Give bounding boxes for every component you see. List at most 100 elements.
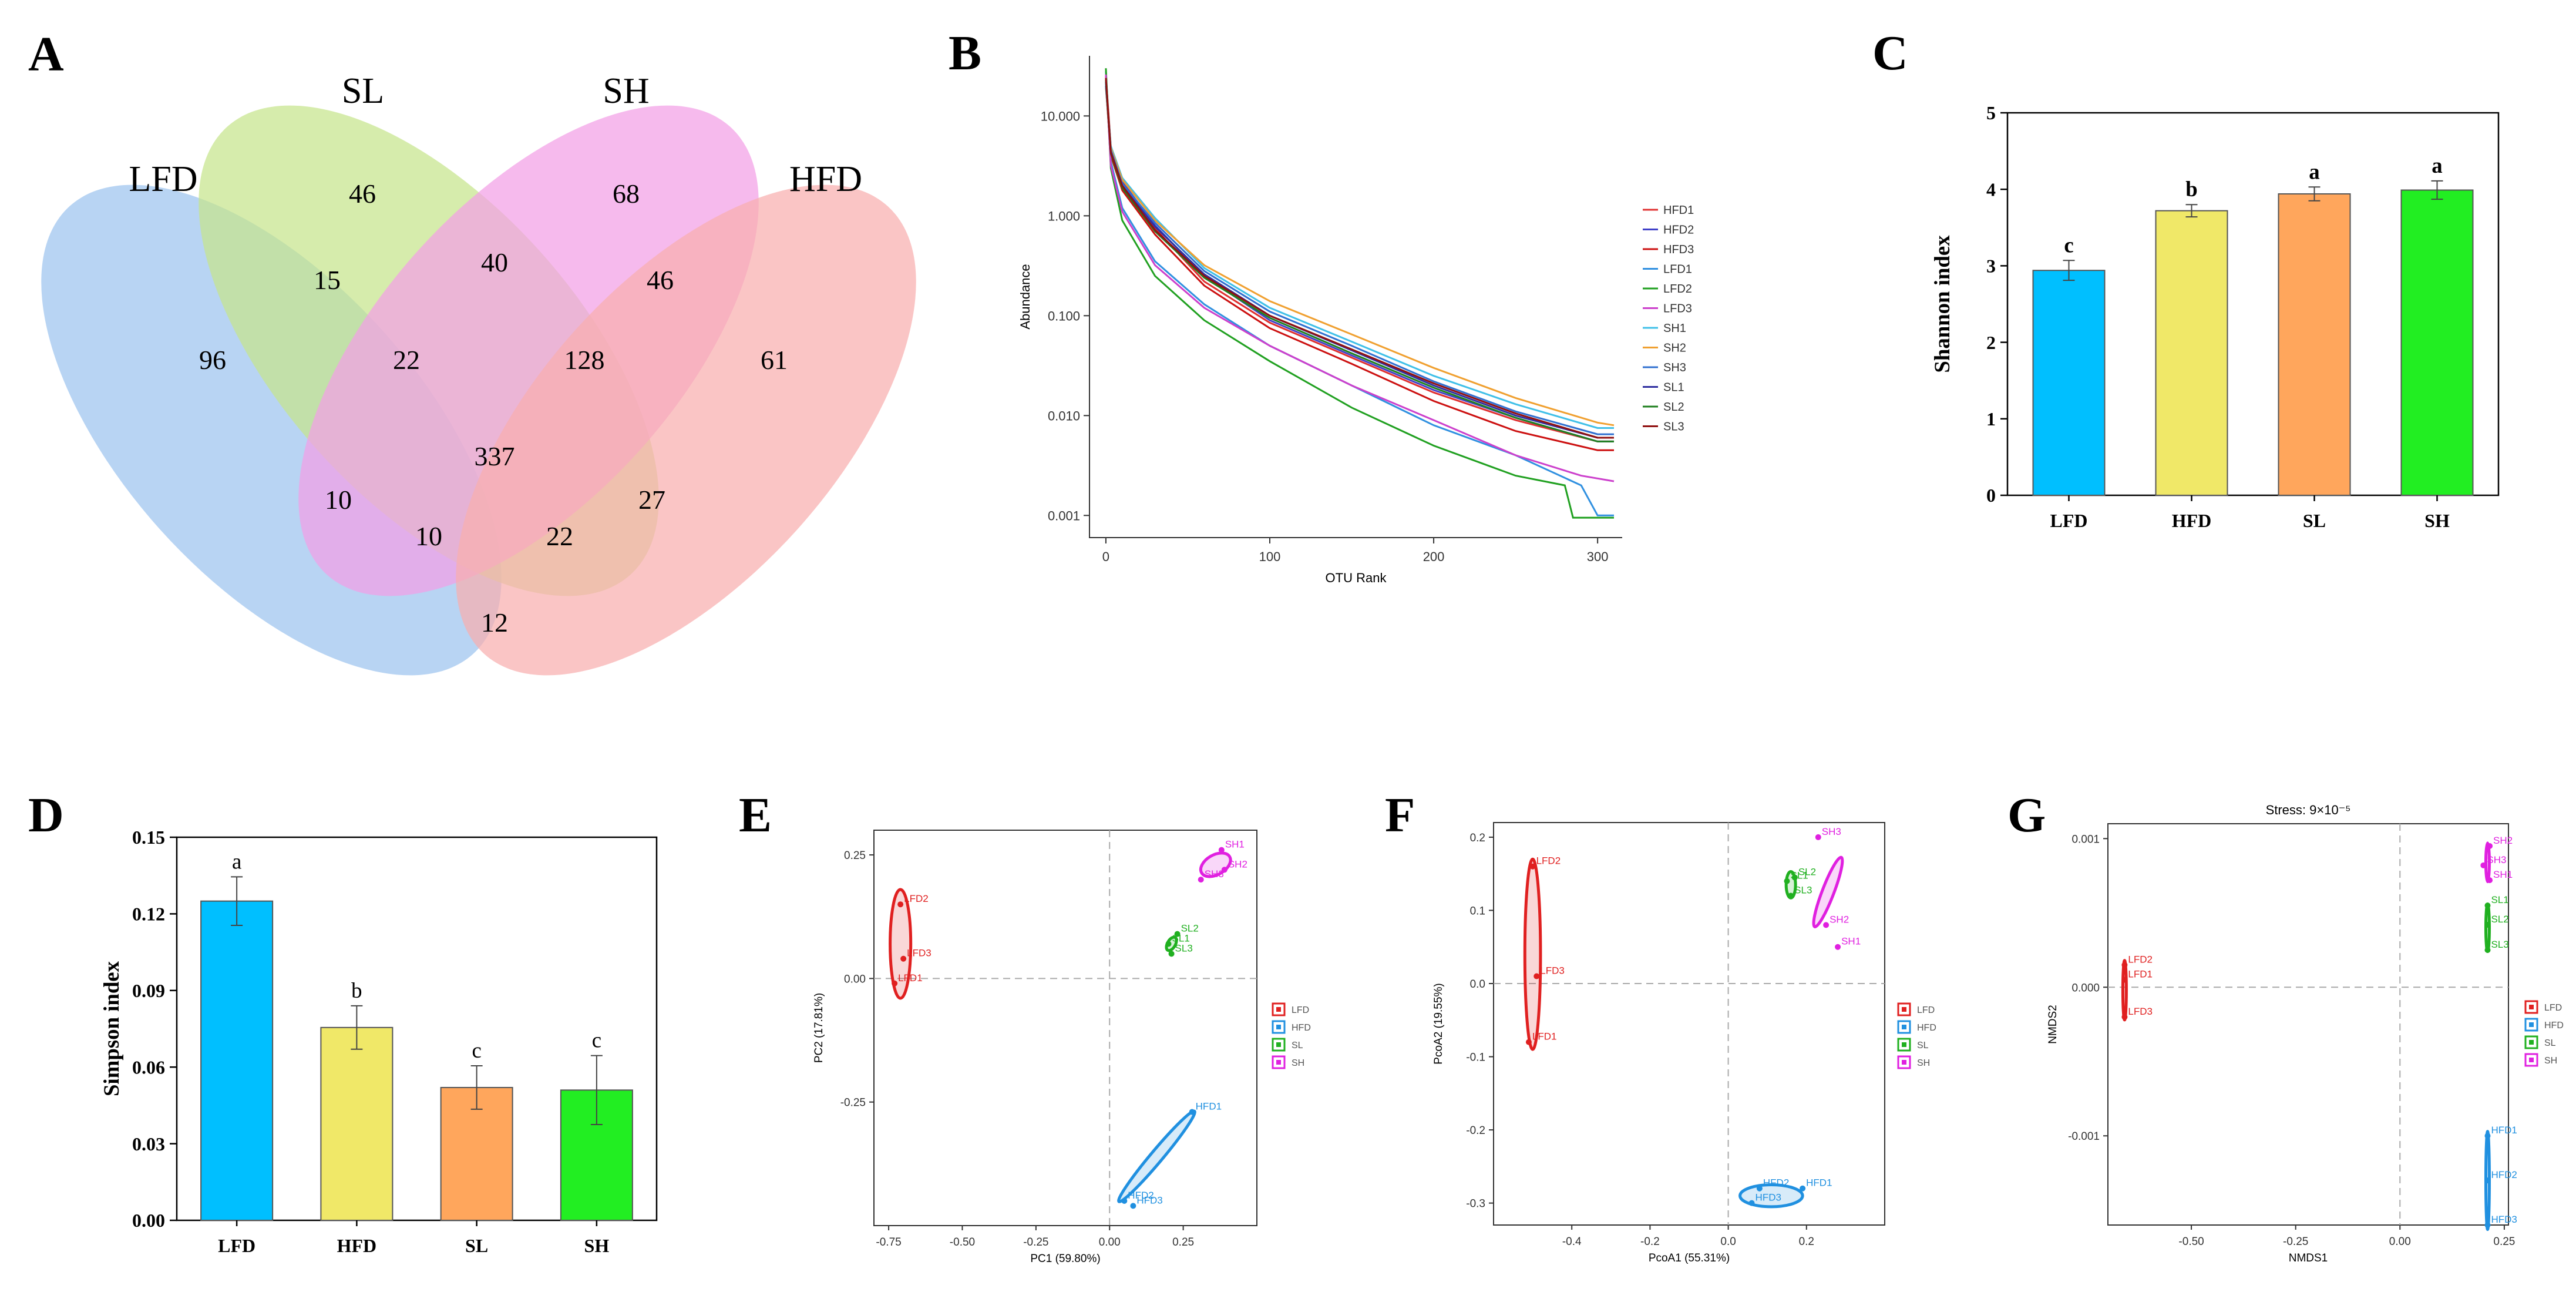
c-ytick-label: 3 xyxy=(1986,256,1996,277)
b-series-line-lfd1 xyxy=(1105,71,1614,516)
d-xtick-label-sl: SL xyxy=(465,1235,488,1256)
g-point-lfd2 xyxy=(2121,962,2128,968)
g-point-sh1 xyxy=(2487,877,2493,884)
f-legend-dot-lfd xyxy=(1902,1007,1906,1012)
b-series-line-hfd3 xyxy=(1105,86,1614,451)
e-xtick-label: -0.75 xyxy=(876,1236,901,1249)
c-errorbar-hfd xyxy=(2185,204,2198,218)
f-legend-label-lfd: LFD xyxy=(1917,1005,1935,1015)
f-point-label-sh2: SH2 xyxy=(1830,914,1849,925)
venn-region-sl-sh-hfd: 128 xyxy=(564,345,605,375)
c-ylabel: Shannon index xyxy=(1930,235,1954,373)
e-point-sl3 xyxy=(1168,951,1175,957)
d-errorbar-sh xyxy=(590,1055,603,1125)
panel-label-f: F xyxy=(1385,788,1415,843)
g-ytick-label: 0.000 xyxy=(2071,982,2100,994)
g-point-lfd3 xyxy=(2121,1014,2128,1020)
e-point-lfd2 xyxy=(897,901,904,908)
f-point-label-hfd2: HFD2 xyxy=(1763,1177,1789,1189)
e-legend-label-hfd: HFD xyxy=(1292,1023,1311,1033)
e-legend-dot-sh xyxy=(1276,1060,1281,1065)
b-ytick-label: 0.001 xyxy=(1048,508,1080,523)
e-point-sl1 xyxy=(1165,941,1172,947)
g-point-label-sl2: SL2 xyxy=(2491,914,2508,925)
f-point-lfd1 xyxy=(1525,1039,1532,1045)
e-point-hfd3 xyxy=(1130,1203,1136,1209)
shannon-bar-chart: 0 1 2 3 4 5 c LFD b HFD a SL a SH Shannon index xyxy=(1930,102,2500,531)
b-legend-label-sh2: SH2 xyxy=(1663,342,1686,355)
venn-label-hfd: HFD xyxy=(789,159,862,199)
e-point-sl2 xyxy=(1174,931,1181,937)
f-point-lfd3 xyxy=(1534,973,1540,979)
b-legend-label-sh3: SH3 xyxy=(1663,361,1686,374)
g-ytick-label: -0.001 xyxy=(2068,1130,2100,1143)
b-legend-label-sl2: SL2 xyxy=(1663,401,1684,414)
f-xtick-label: -0.4 xyxy=(1562,1236,1582,1248)
venn-region-lfd-sh: 10 xyxy=(325,485,352,515)
c-ytick-label: 2 xyxy=(1986,332,1996,353)
f-ytick-label: -0.3 xyxy=(1466,1198,1485,1210)
b-ytick-label: 0.010 xyxy=(1048,408,1080,423)
f-ylabel: PcoA2 (19.55%) xyxy=(1432,983,1445,1064)
c-errorbar-sl xyxy=(2308,186,2321,202)
panel-label-c: C xyxy=(1872,26,1908,80)
f-point-label-lfd3: LFD3 xyxy=(1540,965,1565,976)
f-point-sl2 xyxy=(1791,874,1798,881)
d-ytick-label: 0.09 xyxy=(132,980,165,1001)
f-xlabel: PcoA1 (55.31%) xyxy=(1649,1252,1730,1264)
b-ytick-label: 1.000 xyxy=(1048,209,1080,223)
d-errorbar-lfd xyxy=(231,876,243,926)
b-ytick-label: 10.000 xyxy=(1041,109,1080,123)
g-ylabel: NMDS2 xyxy=(2047,1005,2059,1044)
e-point-label-sl2: SL2 xyxy=(1181,923,1199,934)
f-legend-label-sl: SL xyxy=(1917,1041,1929,1051)
e-point-label-hfd3: HFD3 xyxy=(1136,1194,1162,1206)
nmds-scatter-chart: -0.50 -0.25 0.00 0.25 0.001 0.000 -0.001 NMDS1 N… xyxy=(2047,803,2564,1264)
b-legend-label-hfd3: HFD3 xyxy=(1663,243,1694,256)
f-point-label-lfd1: LFD1 xyxy=(1532,1031,1557,1042)
e-point-label-lfd2: LFD2 xyxy=(904,893,929,904)
f-point-hfd2 xyxy=(1756,1185,1763,1192)
g-legend-label-lfd: LFD xyxy=(2544,1003,2562,1013)
g-legend-dot-lfd xyxy=(2529,1005,2534,1009)
g-xtick-label: 0.00 xyxy=(2389,1236,2411,1248)
e-ellipse-hfd xyxy=(1117,1109,1196,1203)
e-legend-dot-lfd xyxy=(1276,1007,1281,1012)
e-point-label-lfd3: LFD3 xyxy=(907,948,931,959)
b-legend-label-sh1: SH1 xyxy=(1663,322,1686,335)
e-point-hfd1 xyxy=(1189,1109,1195,1115)
venn-label-sh: SH xyxy=(603,71,649,111)
f-point-label-hfd3: HFD3 xyxy=(1756,1192,1781,1203)
g-point-hfd3 xyxy=(2484,1222,2491,1228)
b-legend-label-lfd2: LFD2 xyxy=(1663,283,1692,296)
b-ylabel: Abundance xyxy=(1018,264,1033,329)
f-ytick-label: 0.0 xyxy=(1470,978,1485,991)
f-xtick-label: 0.0 xyxy=(1720,1236,1736,1248)
e-xtick-label: 0.25 xyxy=(1172,1236,1194,1249)
e-point-sh2 xyxy=(1221,867,1228,873)
f-xtick-label: -0.2 xyxy=(1640,1236,1660,1248)
e-point-label-sl1: SL1 xyxy=(1172,932,1190,944)
d-xtick-label-sh: SH xyxy=(584,1235,610,1256)
pcoa-scatter-chart: -0.4 -0.2 0.0 0.2 0.2 0.1 0.0 -0.1 -0.2 -0.3 PcoA1… xyxy=(1432,822,1936,1264)
e-point-lfd3 xyxy=(900,955,907,962)
venn-region-lfd: 96 xyxy=(199,345,226,375)
g-xtick-label: 0.25 xyxy=(2493,1236,2515,1248)
c-letter-sh: a xyxy=(2432,153,2442,177)
f-legend-label-hfd: HFD xyxy=(1917,1023,1936,1033)
e-ylabel: PC2 (17.81%) xyxy=(813,993,825,1063)
b-xtick-label: 200 xyxy=(1423,549,1445,564)
e-ytick-label: 0.00 xyxy=(844,973,866,985)
g-point-label-sh1: SH1 xyxy=(2493,869,2513,880)
venn-region-lfd-sl-sh-hfd: 337 xyxy=(475,441,515,471)
g-xlabel: NMDS1 xyxy=(2289,1252,2328,1264)
venn-diagram: LFD SL SH HFD 96 46 68 61 15 40 46 22 128 337 10 27 10 22… xyxy=(41,71,916,676)
f-point-sl3 xyxy=(1788,892,1794,899)
e-ellipse-lfd xyxy=(889,888,913,1000)
g-point-label-hfd2: HFD2 xyxy=(2491,1169,2517,1180)
f-ytick-label: 0.1 xyxy=(1470,905,1485,917)
g-point-label-sl3: SL3 xyxy=(2491,939,2508,950)
venn-region-sl-sh: 40 xyxy=(481,247,508,277)
g-ellipse-lfd xyxy=(2121,959,2128,1022)
